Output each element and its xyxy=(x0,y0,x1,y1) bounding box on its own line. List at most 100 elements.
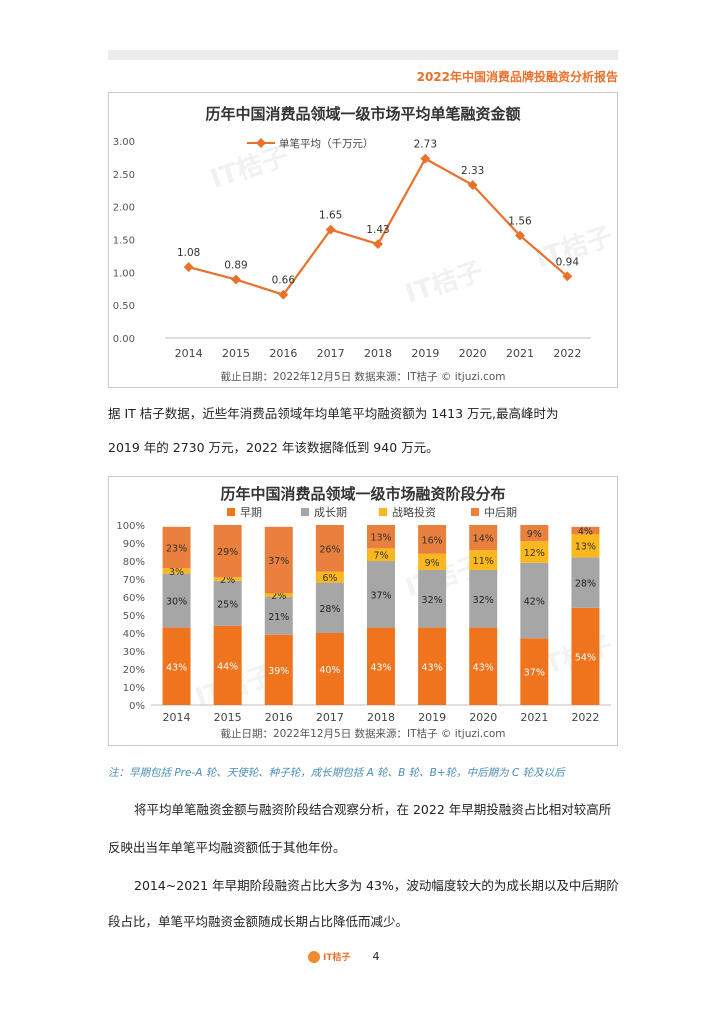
legend-label: 成长期 xyxy=(314,506,347,519)
bar-segment xyxy=(367,561,395,628)
data-label: 2.33 xyxy=(461,165,484,177)
bar-segment xyxy=(469,627,498,705)
bar-segment xyxy=(520,562,549,639)
bar-segment xyxy=(315,571,344,583)
stage-definition-note: 注：早期包括 Pre-A 轮、天使轮、种子轮，成长期包括 A 轮、B 轮、B+轮… xyxy=(108,767,565,779)
paragraph-2-line-2: 反映出当年单笔平均融资额低于其他年份。 xyxy=(108,840,346,855)
y-tick-label: 3.00 xyxy=(113,137,135,148)
bar-segment xyxy=(571,557,600,608)
data-label: 0.94 xyxy=(556,256,580,268)
bar-segment xyxy=(469,570,498,628)
bar-data-label: 23% xyxy=(166,544,187,555)
bar-data-label: 11% xyxy=(473,556,494,567)
data-point xyxy=(562,271,573,282)
data-point xyxy=(278,289,289,300)
bar-segment xyxy=(418,570,447,628)
bar-segment xyxy=(520,638,549,705)
bar-segment xyxy=(367,548,395,561)
bar-segment xyxy=(213,577,242,581)
bar-data-label: 9% xyxy=(425,558,440,569)
bar-data-label: 9% xyxy=(527,529,542,540)
bar-data-label: 2% xyxy=(271,591,286,602)
orange-logo-icon xyxy=(308,950,320,963)
paragraph-3-line-1: 2014~2021 年早期阶段融资占比大多为 43%，波动幅度较大的为成长期以及… xyxy=(134,878,619,893)
bar-data-label: 16% xyxy=(422,535,443,546)
legend-label: 单笔平均（千万元） xyxy=(279,137,374,150)
bar-segment xyxy=(520,525,549,542)
x-tick-label: 2015 xyxy=(222,347,250,360)
bar-segment xyxy=(367,525,395,549)
x-tick-label: 2016 xyxy=(269,347,297,360)
x-tick-label: 2019 xyxy=(411,347,439,360)
data-point xyxy=(420,153,431,164)
x-tick-label: 2014 xyxy=(163,711,191,724)
bar-segment xyxy=(571,534,600,558)
y-tick-label: 40% xyxy=(123,629,145,640)
bar-segment xyxy=(571,526,600,534)
bar-data-label: 7% xyxy=(373,551,388,562)
bar-segment xyxy=(264,597,293,635)
bar-data-label: 44% xyxy=(217,661,238,672)
bar-data-label: 43% xyxy=(422,662,443,673)
x-tick-label: 2019 xyxy=(418,711,446,724)
bar-segment xyxy=(571,607,600,705)
bar-data-label: 13% xyxy=(370,533,391,544)
chart2-source-note: 截止日期：2022年12月5日 数据来源：IT桔子 © itjuzi.com xyxy=(220,727,505,740)
x-tick-label: 2021 xyxy=(520,711,548,724)
x-tick-label: 2020 xyxy=(469,711,497,724)
footer-logo: IT桔子 xyxy=(308,950,351,963)
bar-data-label: 2% xyxy=(220,575,235,586)
bar-data-label: 21% xyxy=(268,612,289,623)
data-label: 2.73 xyxy=(414,139,437,151)
bar-data-label: 28% xyxy=(575,579,596,590)
bar-segment xyxy=(315,633,344,705)
x-tick-label: 2020 xyxy=(459,347,487,360)
bar-segment xyxy=(213,525,242,578)
line-chart-svg: IT桔子IT桔子IT桔子历年中国消费品领域一级市场平均单笔融资金额单笔平均（千万… xyxy=(113,105,617,383)
y-tick-label: 80% xyxy=(123,557,145,568)
data-point xyxy=(183,262,194,273)
legend-label: 中后期 xyxy=(484,506,517,519)
y-tick-label: 50% xyxy=(123,611,145,622)
legend-swatch xyxy=(379,508,387,516)
data-point xyxy=(515,230,525,241)
bar-data-label: 26% xyxy=(319,544,340,555)
header-bar xyxy=(108,50,618,60)
bar-data-label: 13% xyxy=(575,542,596,553)
bar-data-label: 30% xyxy=(166,597,187,608)
paragraph-2-line-1: 将平均单笔融资金额与融资阶段结合观察分析，在 2022 年早期投融资占比相对较高… xyxy=(134,802,612,817)
data-label: 1.43 xyxy=(366,224,389,236)
bar-segment xyxy=(162,573,191,628)
y-tick-label: 70% xyxy=(123,575,145,586)
bar-data-label: 37% xyxy=(524,668,545,679)
y-tick-label: 60% xyxy=(123,593,145,604)
x-tick-label: 2016 xyxy=(265,711,293,724)
legend-swatch xyxy=(471,508,479,516)
bar-data-label: 29% xyxy=(217,547,238,558)
x-tick-label: 2015 xyxy=(214,711,242,724)
bar-segment xyxy=(264,526,293,594)
y-tick-label: 100% xyxy=(116,521,145,532)
paragraph-1-line-2: 2019 年的 2730 万元，2022 年该数据降低到 940 万元。 xyxy=(108,440,439,455)
bar-segment xyxy=(264,634,293,705)
bar-segment xyxy=(315,582,344,633)
y-tick-label: 2.00 xyxy=(113,203,135,214)
bar-chart-svg: IT桔子IT桔子IT桔子历年中国消费品领域一级市场融资阶段分布早期成长期战略投资… xyxy=(116,485,616,740)
bar-data-label: 14% xyxy=(473,534,494,545)
page-number: 4 xyxy=(372,950,380,963)
bar-data-label: 54% xyxy=(575,652,596,663)
y-tick-label: 10% xyxy=(123,683,145,694)
data-label: 0.89 xyxy=(224,260,247,272)
bar-segment xyxy=(418,525,447,554)
bar-data-label: 40% xyxy=(319,665,340,676)
bar-data-label: 39% xyxy=(268,666,289,677)
y-tick-label: 0% xyxy=(129,701,145,712)
data-label: 0.66 xyxy=(272,275,296,287)
legend-label: 早期 xyxy=(240,506,262,519)
x-tick-label: 2018 xyxy=(364,347,392,360)
x-tick-label: 2018 xyxy=(367,711,395,724)
data-label: 1.08 xyxy=(177,247,200,259)
y-tick-label: 2.50 xyxy=(113,170,135,181)
bar-data-label: 32% xyxy=(473,595,494,606)
data-point xyxy=(325,224,336,235)
